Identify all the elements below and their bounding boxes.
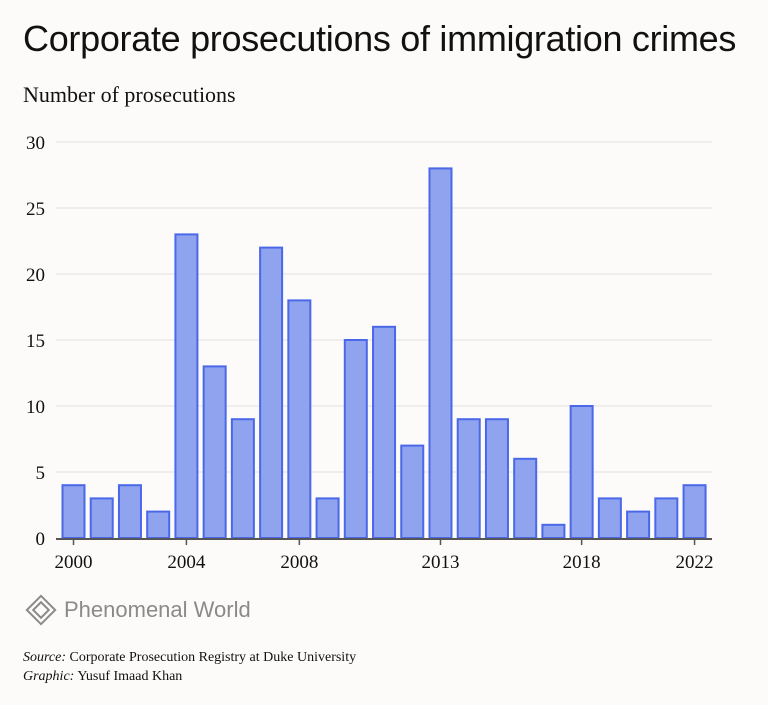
x-tick-label: 2008 — [280, 552, 318, 573]
y-axis-label: Number of prosecutions — [23, 82, 236, 107]
graphic-label: Graphic: — [23, 669, 75, 684]
y-tick-label: 15 — [26, 331, 45, 352]
graphic-text: Yusuf Imaad Khan — [77, 669, 183, 684]
bar — [146, 510, 171, 540]
x-tick-label: 2000 — [55, 552, 93, 573]
source-text: Corporate Prosecution Registry at Duke U… — [69, 650, 357, 665]
source-label: Source: — [23, 650, 67, 665]
bar — [513, 457, 538, 539]
x-tick-label: 2004 — [167, 552, 206, 573]
bar — [117, 484, 142, 540]
bar — [400, 444, 425, 540]
bar — [541, 523, 566, 539]
bar — [682, 484, 707, 540]
y-tick-label: 30 — [26, 133, 45, 154]
bar — [626, 510, 651, 540]
brand-name: Phenomenal World — [64, 597, 251, 622]
brand-logo: Phenomenal World — [24, 593, 251, 627]
bar — [315, 497, 340, 539]
bar — [230, 418, 255, 540]
graphic-line: Graphic: Yusuf Imaad Khan — [23, 669, 182, 685]
x-tick-label: 2013 — [421, 552, 459, 573]
bar — [202, 365, 227, 539]
x-tick-label: 2022 — [676, 552, 714, 573]
y-tick-label: 5 — [36, 463, 46, 484]
y-tick-label: 10 — [26, 397, 45, 418]
bar — [89, 497, 114, 539]
source-line: Source: Corporate Prosecution Registry a… — [23, 650, 356, 666]
bar — [259, 246, 284, 539]
bar — [372, 325, 397, 539]
bar — [343, 339, 368, 539]
bar — [569, 405, 594, 539]
bar — [61, 484, 86, 540]
y-tick-label: 20 — [26, 265, 45, 286]
bar — [174, 233, 199, 539]
bar — [484, 418, 509, 540]
chart-title: Corporate prosecutions of immigration cr… — [23, 18, 737, 59]
bar — [287, 299, 312, 539]
diamond-logo-icon — [25, 594, 57, 626]
bar — [456, 418, 481, 540]
bar — [597, 497, 622, 539]
x-tick-label: 2018 — [563, 552, 601, 573]
y-tick-label: 0 — [36, 529, 46, 550]
y-tick-label: 25 — [26, 199, 45, 220]
bar — [428, 167, 453, 539]
bar — [654, 497, 679, 539]
